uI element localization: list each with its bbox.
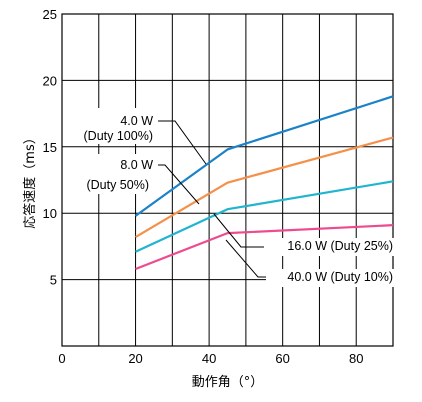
x-tick-label: 60 <box>275 351 289 366</box>
x-tick-label: 20 <box>128 351 142 366</box>
y-axis-title: 応答速度（ms） <box>22 131 38 228</box>
callout-leader-line <box>225 239 266 278</box>
tick-labels: 0 20 40 60 80 5 10 15 20 25 <box>43 7 364 366</box>
series-line-4 <box>135 224 394 271</box>
callout-background <box>266 238 394 256</box>
callout-label: (Duty 50%) <box>86 178 149 192</box>
x-tick-label: 0 <box>58 351 65 366</box>
y-tick-label: 20 <box>43 73 57 88</box>
callout-layer: 4.0 W(Duty 100%)8.0 W(Duty 50%)16.0 W (D… <box>70 108 394 287</box>
x-tick-label: 80 <box>349 351 363 366</box>
callout-label: 4.0 W <box>120 114 153 128</box>
callout-label: 8.0 W <box>120 158 153 172</box>
y-tick-label: 15 <box>43 140 57 155</box>
callout-1: 4.0 W(Duty 100%) <box>70 108 207 165</box>
y-tick-label: 25 <box>43 7 57 22</box>
grid <box>62 14 393 346</box>
series-line-1 <box>134 95 394 217</box>
callout-3: 16.0 W (Duty 25%) <box>213 213 394 256</box>
callout-label: (Duty 100%) <box>84 129 153 143</box>
series-layer <box>134 95 394 271</box>
callout-label: 16.0 W (Duty 25%) <box>287 239 393 253</box>
series-line-3 <box>135 180 394 253</box>
callout-4: 40.0 W (Duty 10%) <box>225 239 394 287</box>
x-axis-title: 動作角（°） <box>192 375 264 390</box>
plot-frame <box>61 13 394 347</box>
series-line-2 <box>134 136 394 239</box>
callout-background <box>70 108 158 144</box>
callout-leader-line <box>158 120 207 165</box>
y-tick-label: 10 <box>43 206 57 221</box>
callout-background <box>70 154 158 194</box>
callout-2: 8.0 W (Duty 50%) <box>70 154 200 205</box>
x-tick-label: 40 <box>202 351 216 366</box>
callout-leader-line <box>213 213 264 248</box>
y-tick-label: 5 <box>50 273 57 288</box>
callout-label: 40.0 W (Duty 10%) <box>287 270 393 284</box>
callout-leader-line <box>158 164 200 205</box>
callout-background <box>266 269 394 287</box>
